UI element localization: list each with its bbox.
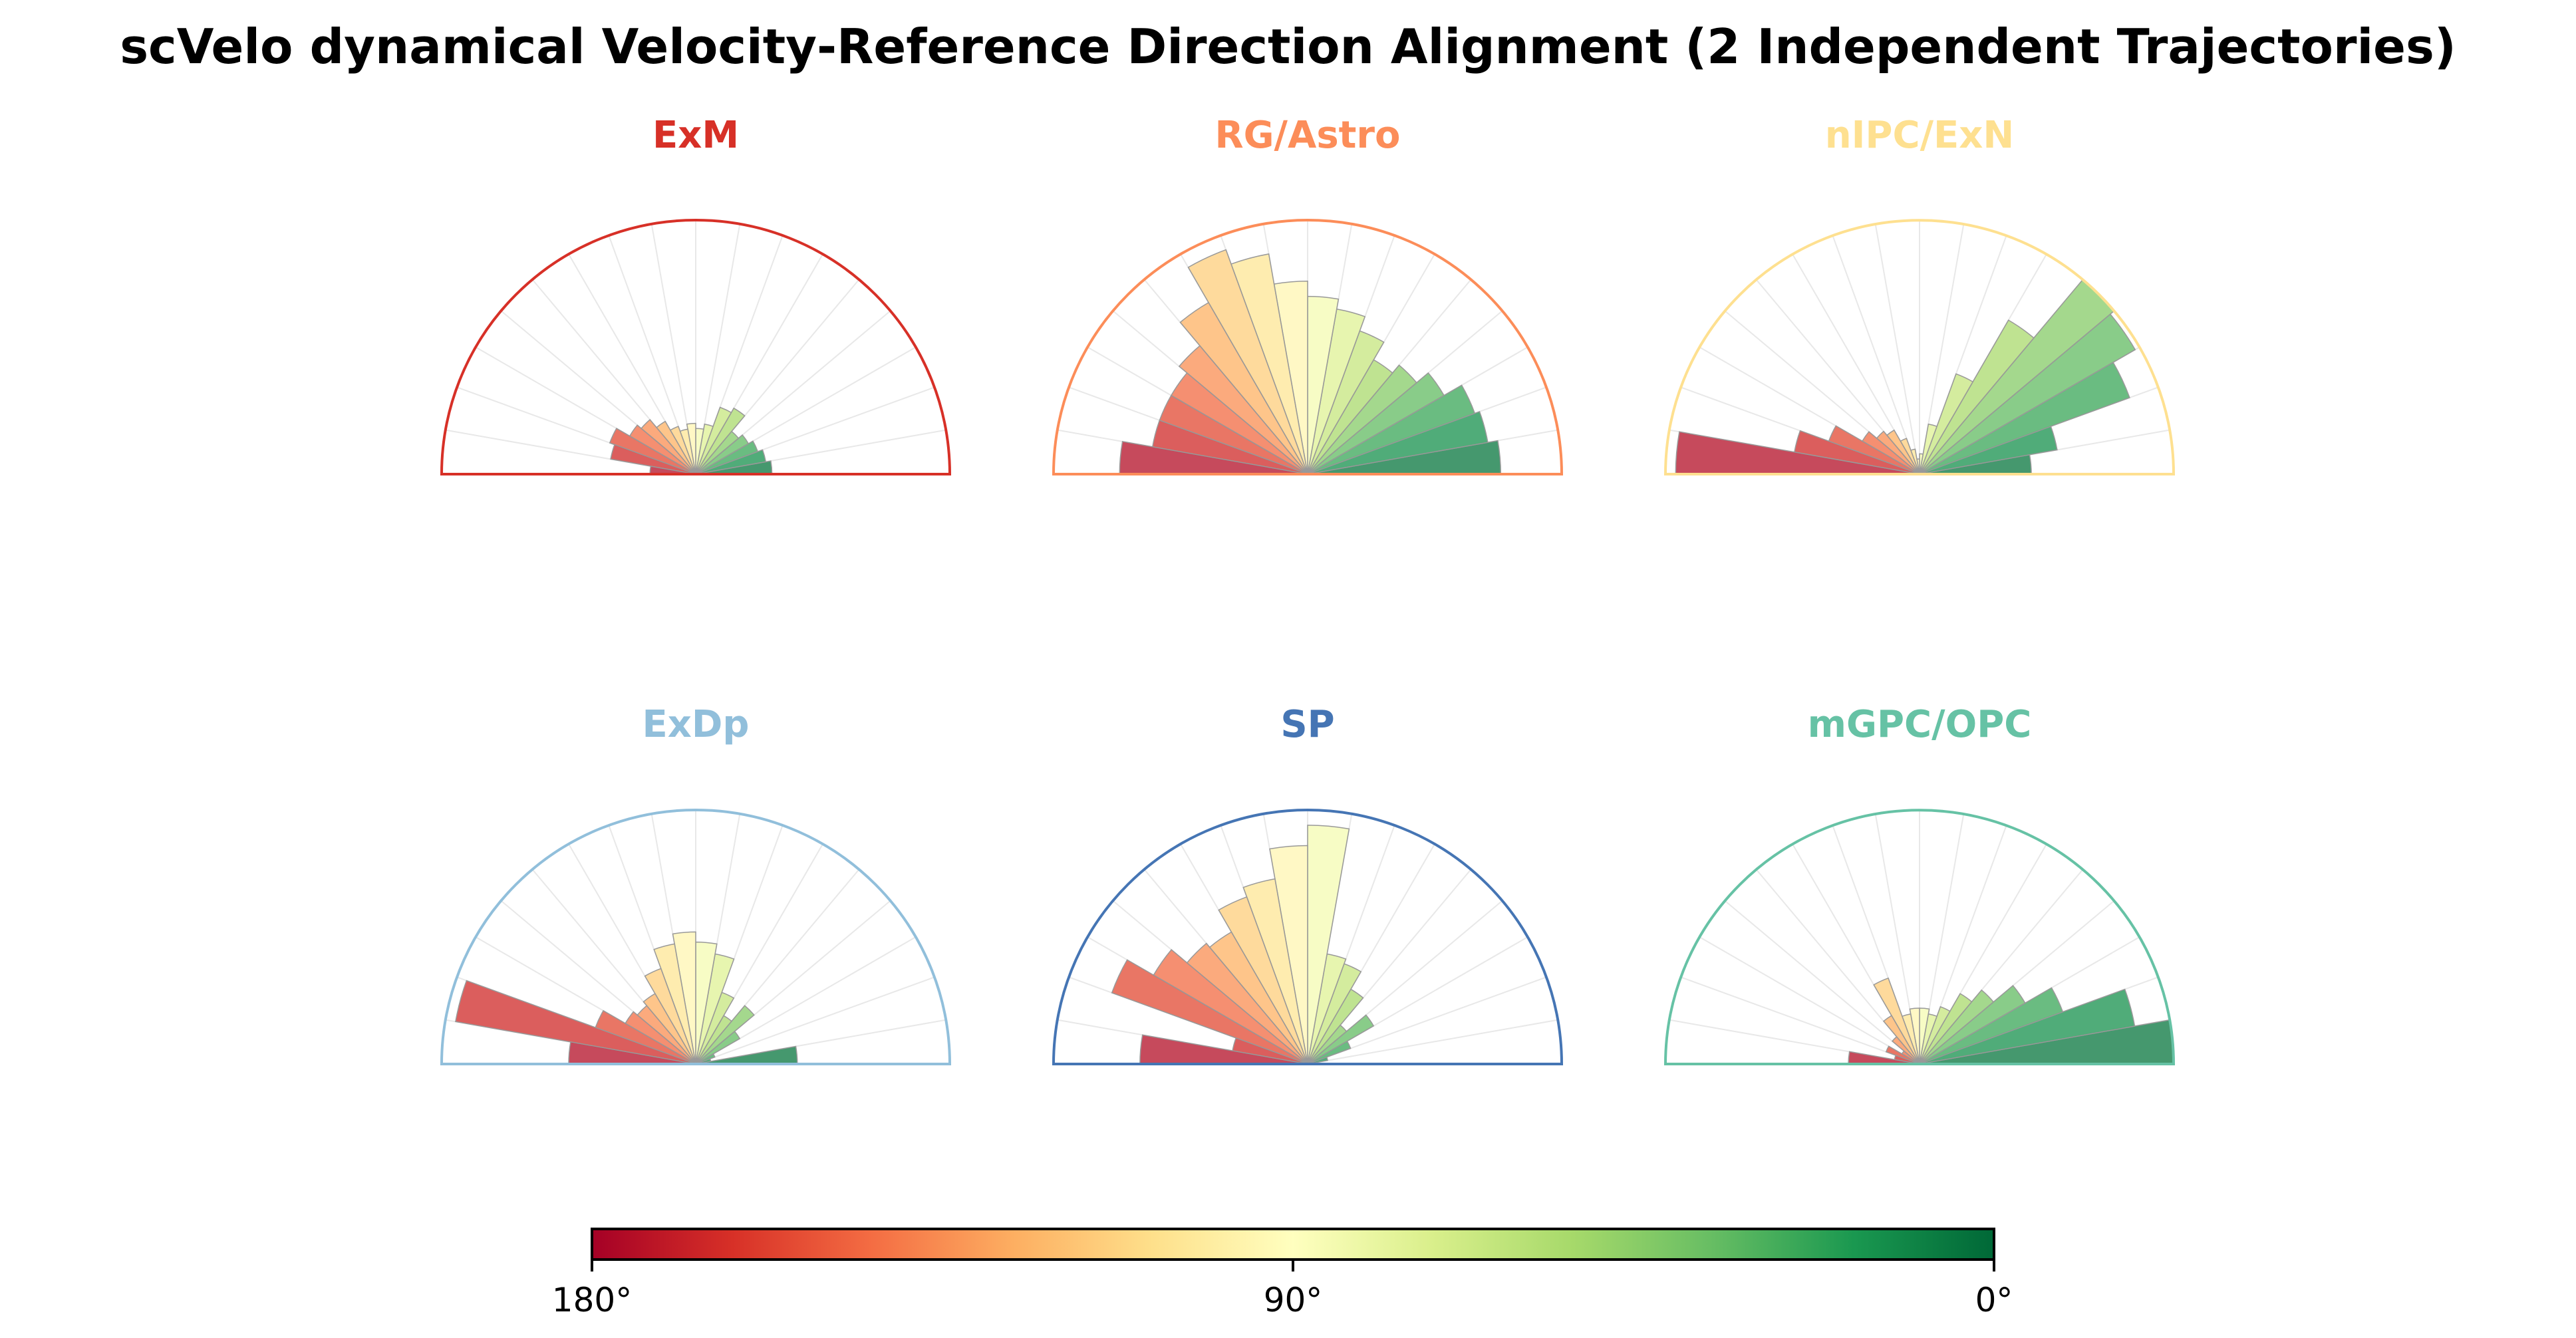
polar-outline <box>440 219 952 475</box>
polar-bar <box>609 428 696 475</box>
colorbar: 180° 90° 0° <box>552 1228 2013 1319</box>
polar-bar <box>1307 372 1445 475</box>
polar-outline <box>1663 809 2176 1065</box>
polar-bar <box>1218 896 1308 1065</box>
polar-bar <box>1873 977 1920 1065</box>
polar-bar <box>1919 453 1924 475</box>
polar-bar <box>455 980 696 1065</box>
panel-title: nIPC/ExN <box>1825 114 2015 157</box>
polar-bar <box>1919 373 1974 475</box>
polar-bar <box>1919 1005 1951 1065</box>
polar-bar <box>1307 1014 1375 1065</box>
polar-panel: nIPC/ExN <box>1663 114 2176 475</box>
polar-panel: ExDp <box>440 703 952 1065</box>
colorbar-tick-label: 0° <box>1975 1281 2013 1319</box>
polar-bar <box>1111 959 1308 1065</box>
polar-bar <box>1885 1045 1920 1065</box>
colorbar-tick-label: 180° <box>552 1281 632 1319</box>
polar-bar <box>1307 410 1489 475</box>
polar-bar <box>1919 987 2064 1065</box>
polar-bar <box>1919 423 1938 475</box>
grid-spoke <box>1307 1019 1558 1065</box>
polar-outline <box>1663 219 2176 475</box>
polar-panel: ExM <box>440 114 952 475</box>
polar-bar <box>695 440 759 475</box>
polar-bar <box>1307 825 1350 1065</box>
grid-spoke <box>1832 235 1920 475</box>
polar-bar <box>610 444 696 475</box>
polar-bar <box>1187 249 1308 475</box>
polar-bar <box>695 423 714 475</box>
polar-bar <box>1919 993 1973 1065</box>
panel-title: RG/Astro <box>1215 114 1400 157</box>
grid-spoke <box>1699 936 1920 1065</box>
polar-outline <box>440 809 952 1065</box>
panel-title: ExM <box>652 114 739 157</box>
polar-bar <box>1919 989 1995 1065</box>
polar-bar <box>695 1005 755 1065</box>
grid-spoke <box>1724 900 1920 1065</box>
polar-panels: ExM RG/Astro nIPC/ExN ExDp SP mGPC/OPC <box>440 114 2176 1065</box>
polar-bar <box>1307 384 1476 475</box>
polar-bar <box>695 406 732 475</box>
polar-panel: RG/Astro <box>1052 114 1564 475</box>
polar-bar <box>1919 985 2026 1065</box>
polar-bar <box>644 968 696 1065</box>
polar-bar <box>1882 1015 1920 1065</box>
chart-title: scVelo dynamical Velocity-Reference Dire… <box>120 19 2456 74</box>
colorbar-gradient-bar <box>591 1228 1995 1261</box>
polar-bar <box>695 407 746 475</box>
polar-bar <box>1178 344 1308 475</box>
polar-outline <box>1052 219 1564 475</box>
panel-title: SP <box>1280 703 1334 746</box>
polar-bar <box>643 993 696 1065</box>
grid-spoke <box>1680 976 1920 1065</box>
polar-outline <box>1052 809 1564 1065</box>
polar-panel: SP <box>1052 703 1564 1065</box>
polar-bar <box>1919 319 2035 475</box>
grid-spoke <box>1874 223 1920 475</box>
polar-bar <box>1307 364 1417 475</box>
panel-title: mGPC/OPC <box>1808 703 2032 746</box>
polar-bar <box>1919 988 2136 1065</box>
grid-spoke <box>695 976 935 1065</box>
colorbar-tick-label: 90° <box>1264 1281 1323 1319</box>
polar-bar <box>1242 878 1308 1065</box>
polar-bar <box>1891 1035 1920 1065</box>
polar-panel: mGPC/OPC <box>1663 703 2176 1065</box>
polar-bar <box>1179 301 1308 475</box>
panel-title: ExDp <box>643 703 750 746</box>
polar-bar <box>695 434 750 475</box>
